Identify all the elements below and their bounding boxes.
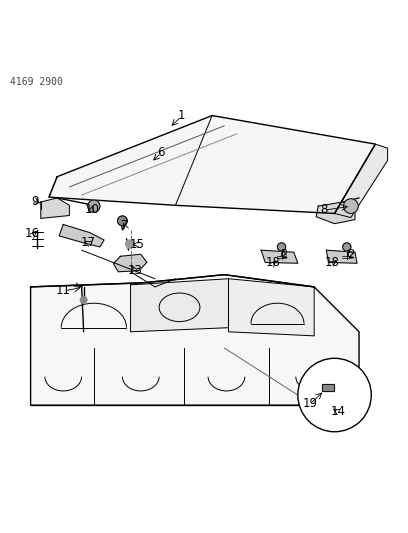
Circle shape [118, 216, 127, 225]
Text: 9: 9 [31, 195, 38, 208]
Text: 2: 2 [347, 248, 355, 261]
Circle shape [343, 243, 351, 251]
Text: 18: 18 [325, 256, 340, 269]
Circle shape [80, 297, 87, 303]
Polygon shape [335, 144, 388, 217]
Circle shape [126, 240, 134, 248]
Text: 8: 8 [321, 203, 328, 216]
Text: 11: 11 [56, 285, 71, 297]
Text: 19: 19 [303, 397, 317, 410]
Text: 13: 13 [127, 264, 142, 277]
Polygon shape [316, 202, 355, 224]
Polygon shape [59, 224, 104, 247]
Text: 7: 7 [121, 219, 128, 232]
Text: 2: 2 [280, 248, 287, 261]
Polygon shape [131, 279, 228, 332]
Polygon shape [228, 279, 314, 336]
Circle shape [88, 200, 100, 212]
Polygon shape [49, 116, 375, 213]
Text: 14: 14 [331, 405, 346, 418]
Circle shape [298, 358, 371, 432]
Text: 10: 10 [84, 203, 99, 216]
Bar [322, 384, 334, 391]
Polygon shape [31, 274, 359, 405]
Polygon shape [113, 254, 147, 272]
Text: 18: 18 [266, 256, 281, 269]
Text: 17: 17 [80, 236, 95, 248]
Text: 16: 16 [25, 228, 40, 240]
Text: 6: 6 [157, 146, 165, 159]
Text: 15: 15 [129, 238, 144, 251]
Text: 4169 2900: 4169 2900 [10, 77, 63, 87]
Polygon shape [41, 198, 69, 219]
Polygon shape [261, 250, 298, 263]
Circle shape [277, 243, 286, 251]
Circle shape [344, 199, 358, 213]
Polygon shape [326, 250, 357, 263]
Text: 1: 1 [178, 109, 185, 122]
Bar [322, 384, 334, 391]
